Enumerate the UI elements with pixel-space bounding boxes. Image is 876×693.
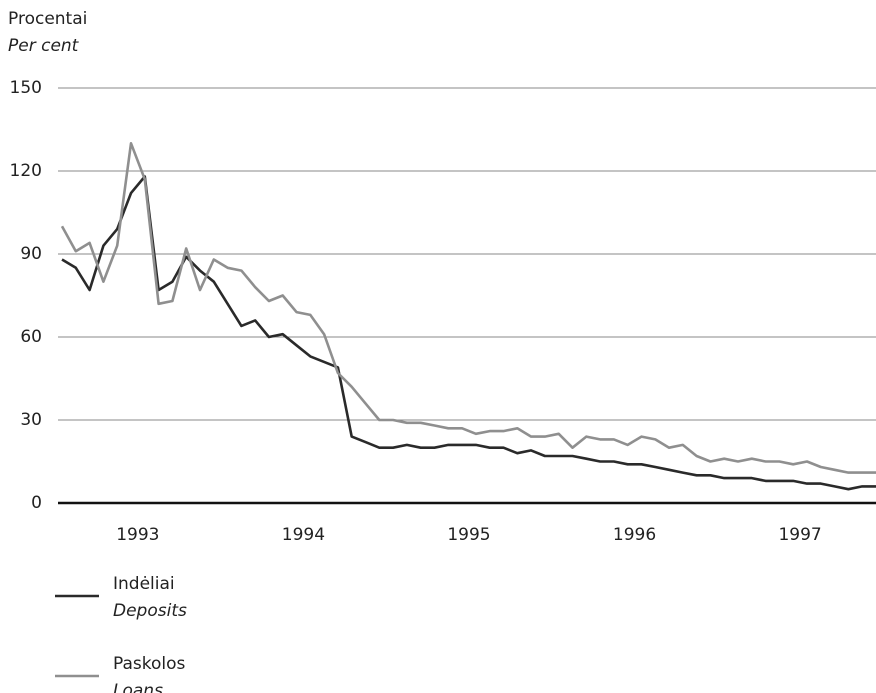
series-line <box>60 142 876 474</box>
series-line <box>61 175 876 491</box>
y-tick-label: 90 <box>20 244 42 264</box>
legend-label: Indėliai <box>113 574 175 594</box>
y-tick-label: 60 <box>20 327 42 347</box>
x-tick-label: 1997 <box>778 525 821 545</box>
x-tick-label: 1995 <box>447 525 490 545</box>
legend-label-en: Deposits <box>113 601 187 621</box>
y-tick-label: 30 <box>20 410 42 430</box>
y-tick-label: 0 <box>31 493 42 513</box>
x-tick-label: 1993 <box>116 525 159 545</box>
x-tick-label: 1994 <box>282 525 325 545</box>
y-axis-label-en: Per cent <box>8 36 80 56</box>
y-axis-label: Procentai <box>8 9 87 29</box>
y-tick-label: 120 <box>10 161 42 181</box>
legend-label-en: Loans <box>113 681 163 693</box>
x-tick-label: 1996 <box>613 525 656 545</box>
legend-label: Paskolos <box>113 654 186 674</box>
y-tick-label: 150 <box>10 78 42 98</box>
